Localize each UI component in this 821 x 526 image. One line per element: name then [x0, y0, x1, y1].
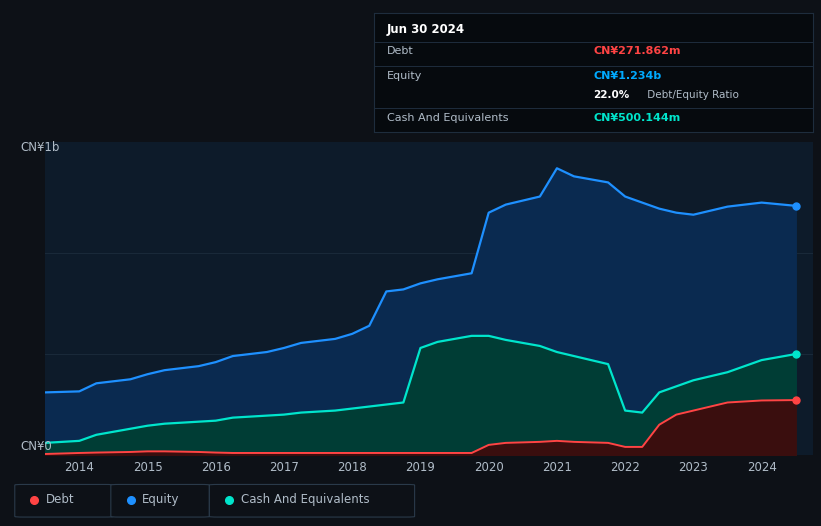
Text: Cash And Equivalents: Cash And Equivalents — [241, 493, 369, 506]
Text: Equity: Equity — [387, 71, 422, 81]
Text: CN¥1b: CN¥1b — [21, 141, 60, 154]
Text: CN¥271.862m: CN¥271.862m — [594, 46, 681, 56]
Text: Debt/Equity Ratio: Debt/Equity Ratio — [644, 90, 739, 100]
Text: Debt: Debt — [46, 493, 75, 506]
Text: 22.0%: 22.0% — [594, 90, 630, 100]
Text: Cash And Equivalents: Cash And Equivalents — [387, 113, 508, 123]
Text: CN¥500.144m: CN¥500.144m — [594, 113, 681, 123]
FancyBboxPatch shape — [111, 484, 209, 517]
Text: CN¥1.234b: CN¥1.234b — [594, 71, 662, 81]
FancyBboxPatch shape — [15, 484, 113, 517]
Text: Jun 30 2024: Jun 30 2024 — [387, 23, 465, 36]
FancyBboxPatch shape — [209, 484, 415, 517]
Text: Equity: Equity — [142, 493, 180, 506]
Text: Debt: Debt — [387, 46, 414, 56]
Text: CN¥0: CN¥0 — [21, 440, 53, 452]
